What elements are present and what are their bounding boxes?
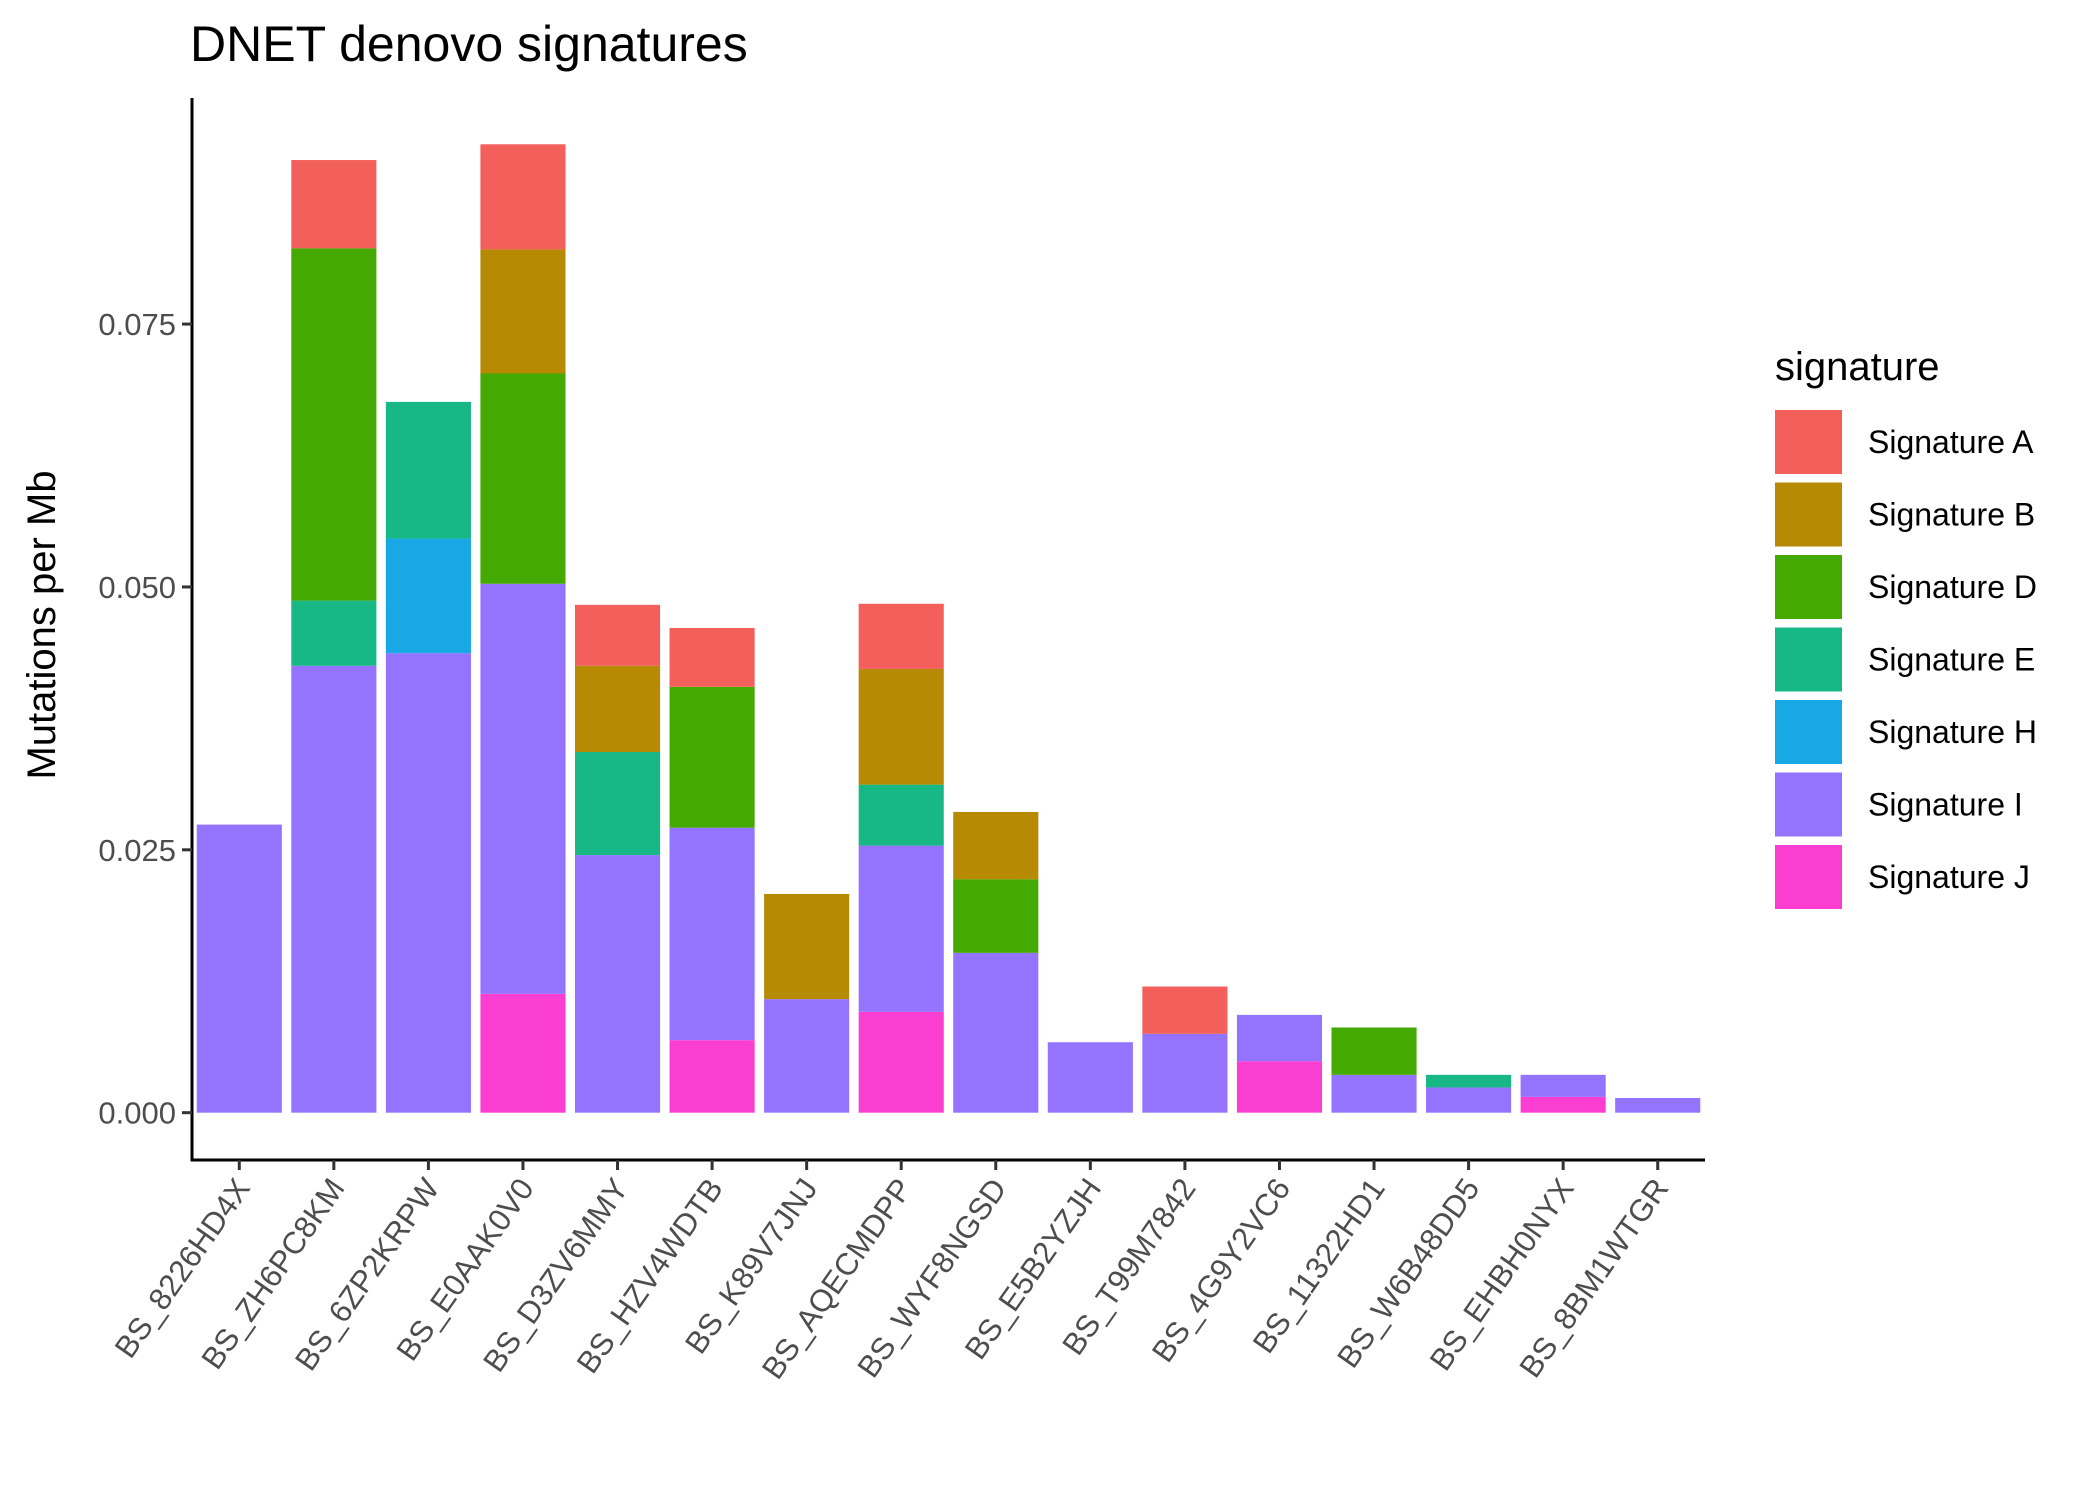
chart-title: DNET denovo signatures bbox=[190, 16, 748, 72]
bar-segment-bs-hzv4wdtb-signature-j bbox=[669, 1040, 755, 1113]
bar-segment-bs-aqecmdpp-signature-i bbox=[858, 845, 944, 1012]
x-ticks: BS_8226HD4XBS_ZH6PC8KMBS_6ZP2KRPWBS_E0AA… bbox=[108, 1160, 1675, 1385]
legend-key-signature-j bbox=[1775, 845, 1842, 909]
bar-segment-bs-aqecmdpp-signature-e bbox=[858, 784, 944, 846]
legend-title: signature bbox=[1775, 345, 1940, 389]
bar-segment-bs-aqecmdpp-signature-j bbox=[858, 1011, 944, 1113]
bar-segment-bs-w6b48dd5-signature-i bbox=[1426, 1087, 1512, 1113]
bar-segment-bs-t99m7842-signature-i bbox=[1142, 1033, 1228, 1113]
legend-label-signature-e: Signature E bbox=[1868, 642, 2035, 678]
legend-key-signature-h bbox=[1775, 700, 1842, 764]
bar-segment-bs-wyf8ngsd-signature-i bbox=[953, 952, 1039, 1113]
bar-segment-bs-hzv4wdtb-signature-i bbox=[669, 827, 755, 1041]
bar-segment-bs-e0aak0v0-signature-i bbox=[480, 583, 566, 994]
y-tick-label: 0.050 bbox=[98, 570, 176, 605]
legend-key-signature-e bbox=[1775, 627, 1842, 692]
bar-segment-bs-ehbh0nyx-signature-i bbox=[1520, 1074, 1606, 1097]
legend-label-signature-i: Signature I bbox=[1868, 787, 2023, 823]
bar-segment-bs-d3zv6mmy-signature-a bbox=[574, 604, 661, 666]
bar-segment-bs-w6b48dd5-signature-e bbox=[1426, 1074, 1512, 1088]
bar-segment-bs-wyf8ngsd-signature-d bbox=[953, 879, 1039, 953]
bar-segment-bs-zh6pc8km-signature-e bbox=[291, 600, 377, 666]
bar-segment-bs-hzv4wdtb-signature-d bbox=[669, 686, 755, 828]
bars-layer bbox=[196, 144, 1701, 1113]
bar-segment-bs-e0aak0v0-signature-d bbox=[480, 373, 566, 584]
bar-segment-bs-wyf8ngsd-signature-b bbox=[953, 811, 1039, 880]
legend-key-signature-b bbox=[1775, 482, 1842, 547]
bar-segment-bs-4g9y2vc6-signature-i bbox=[1236, 1014, 1323, 1062]
bar-segment-bs-zh6pc8km-signature-a bbox=[291, 160, 377, 249]
bar-segment-bs-d3zv6mmy-signature-b bbox=[574, 665, 661, 753]
bar-segment-bs-aqecmdpp-signature-a bbox=[858, 603, 944, 669]
y-tick-label: 0.025 bbox=[98, 833, 176, 868]
bar-segment-bs-6zp2krpw-signature-h bbox=[385, 538, 471, 654]
legend-key-signature-i bbox=[1775, 772, 1842, 837]
legend: signature Signature A Signature B Signatur… bbox=[1775, 345, 2037, 909]
legend-label-signature-j: Signature J bbox=[1868, 859, 2030, 895]
bar-segment-bs-6zp2krpw-signature-e bbox=[385, 401, 471, 539]
legend-key-signature-d bbox=[1775, 555, 1842, 619]
legend-label-signature-d: Signature D bbox=[1868, 569, 2037, 605]
bar-segment-bs-hzv4wdtb-signature-a bbox=[669, 627, 755, 687]
bar-segment-bs-11322hd1-signature-d bbox=[1331, 1027, 1417, 1075]
y-axis-title: Mutations per Mb bbox=[20, 470, 64, 779]
bar-segment-bs-t99m7842-signature-a bbox=[1142, 986, 1228, 1034]
bar-segment-bs-zh6pc8km-signature-d bbox=[291, 248, 377, 601]
legend-label-signature-a: Signature A bbox=[1868, 424, 2034, 460]
y-ticks: 0.000 0.025 0.050 0.075 bbox=[98, 307, 192, 1131]
y-tick-label: 0.000 bbox=[98, 1096, 176, 1131]
bar-segment-bs-e5b2yzjh-signature-i bbox=[1047, 1042, 1133, 1113]
bar-segment-bs-ehbh0nyx-signature-j bbox=[1520, 1096, 1606, 1113]
legend-key-signature-a bbox=[1775, 410, 1842, 474]
bar-segment-bs-zh6pc8km-signature-i bbox=[291, 665, 377, 1113]
bar-segment-bs-aqecmdpp-signature-b bbox=[858, 668, 944, 785]
bar-segment-bs-8bm1wtgr-signature-i bbox=[1615, 1097, 1701, 1113]
bar-segment-bs-8226hd4x-signature-i bbox=[196, 824, 282, 1113]
bar-segment-bs-6zp2krpw-signature-i bbox=[385, 653, 471, 1113]
bar-segment-bs-4g9y2vc6-signature-j bbox=[1236, 1061, 1323, 1113]
bar-segment-bs-d3zv6mmy-signature-i bbox=[574, 855, 661, 1113]
y-tick-label: 0.075 bbox=[98, 307, 176, 342]
bar-segment-bs-e0aak0v0-signature-b bbox=[480, 249, 566, 374]
bar-segment-bs-e0aak0v0-signature-j bbox=[480, 993, 566, 1113]
bar-segment-bs-e0aak0v0-signature-a bbox=[480, 144, 566, 250]
bar-segment-bs-k89v7jnj-signature-b bbox=[764, 893, 850, 1000]
bar-segment-bs-k89v7jnj-signature-i bbox=[764, 999, 850, 1113]
legend-label-signature-b: Signature B bbox=[1868, 497, 2035, 533]
bar-segment-bs-11322hd1-signature-i bbox=[1331, 1074, 1417, 1113]
bar-segment-bs-d3zv6mmy-signature-e bbox=[574, 752, 661, 856]
axes-layer bbox=[190, 98, 1705, 1162]
legend-label-signature-h: Signature H bbox=[1868, 714, 2037, 750]
